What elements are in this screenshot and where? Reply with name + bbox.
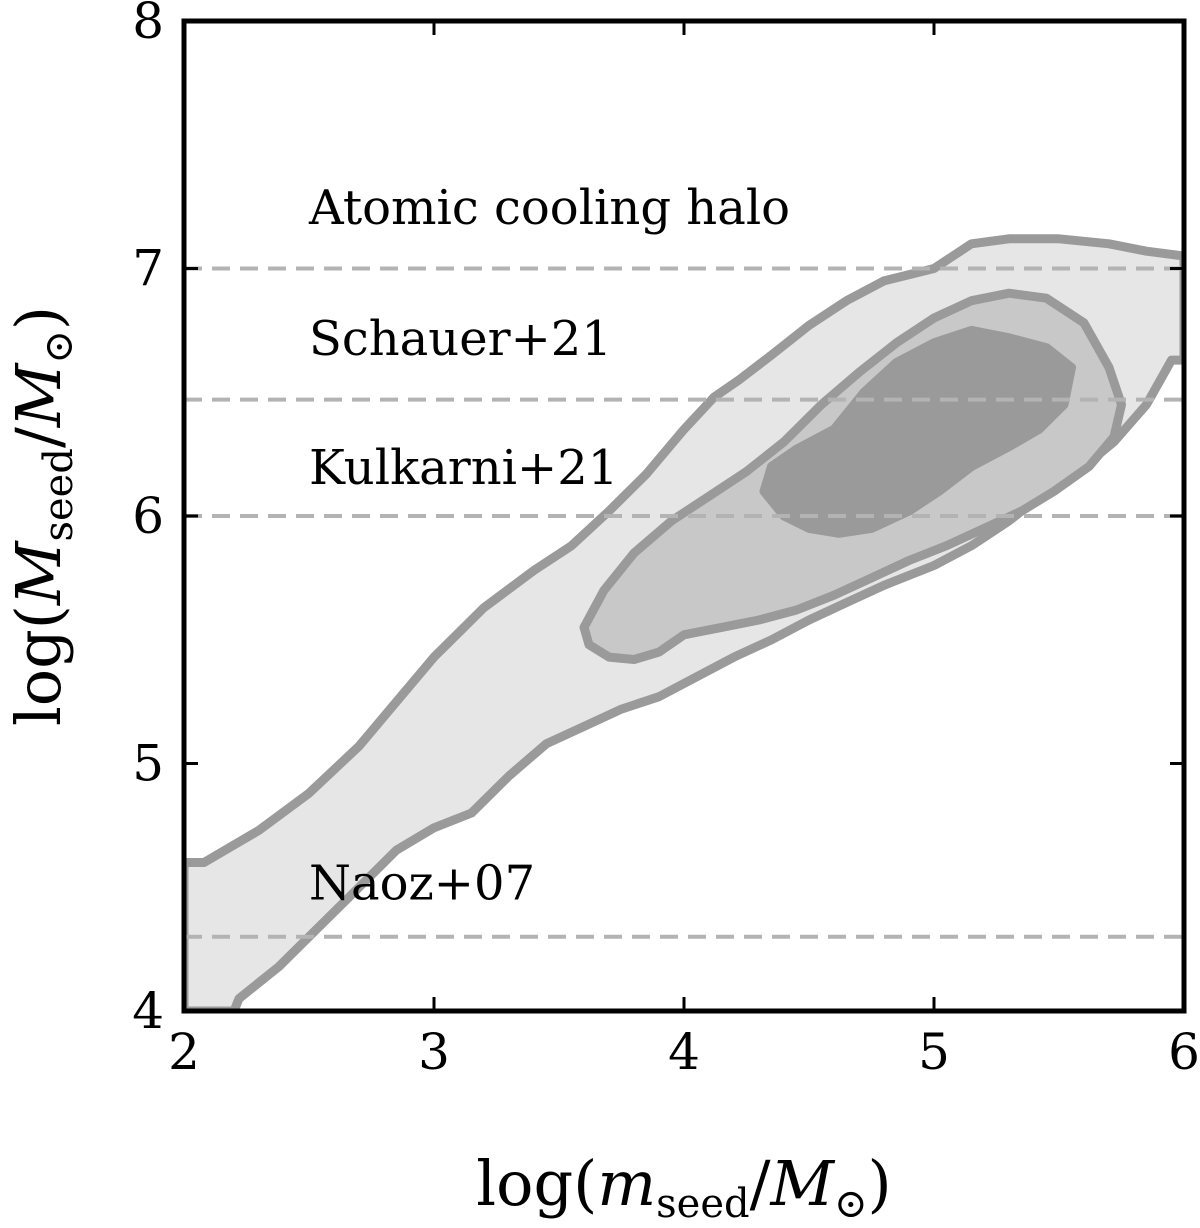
y-tick-label-5: 5: [132, 735, 164, 793]
y-axis-label-unit: M: [2, 362, 75, 428]
annotation-atomic-cooling-halo: Atomic cooling halo: [308, 180, 790, 236]
y-axis-label-prefix: log(: [2, 605, 75, 726]
x-axis-label-var: m: [597, 1147, 656, 1220]
x-axis-label-unit: M: [770, 1147, 836, 1220]
annotation-naoz-07: Naoz+07: [309, 856, 535, 912]
x-axis-label-prefix: log(: [476, 1147, 597, 1220]
x-axis-label-unit-sub: ⊙: [834, 1181, 868, 1227]
annotation-layer: Atomic cooling halo Schauer+21 Kulkarni+21…: [308, 180, 790, 912]
y-axis-label-sub: seed: [36, 448, 82, 541]
y-axis-label: log(Mseed/M⊙): [2, 306, 82, 726]
y-tick-label-6: 6: [132, 487, 164, 545]
x-axis-label: log(mseed/M⊙): [476, 1147, 891, 1227]
contour-layer: [184, 234, 1184, 1011]
annotation-schauer-21: Schauer+21: [309, 311, 612, 367]
x-axis-label-suffix: ): [868, 1147, 892, 1220]
x-tick-label-3: 3: [418, 1023, 450, 1081]
x-axis-label-sub: seed: [656, 1181, 749, 1227]
y-axis-label-unit-sub: ⊙: [36, 330, 82, 364]
x-axis-label-slash: /: [750, 1147, 771, 1220]
y-tick-label-4: 4: [132, 982, 164, 1040]
y-tick-label-8: 8: [132, 0, 164, 50]
x-tick-label-6: 6: [1168, 1023, 1200, 1081]
y-axis-label-slash: /: [2, 427, 75, 448]
x-tick-label-5: 5: [918, 1023, 950, 1081]
x-tick-label-2: 2: [168, 1023, 200, 1081]
tick-layer: 2 3 4 5 6 4 5 6 7 8: [132, 0, 1200, 1081]
y-tick-label-7: 7: [132, 240, 164, 298]
contour-inner: [759, 325, 1076, 538]
x-tick-label-4: 4: [668, 1023, 700, 1081]
y-axis-label-var: M: [2, 540, 75, 606]
y-axis-label-suffix: ): [2, 306, 75, 330]
annotation-kulkarni-21: Kulkarni+21: [309, 440, 618, 496]
